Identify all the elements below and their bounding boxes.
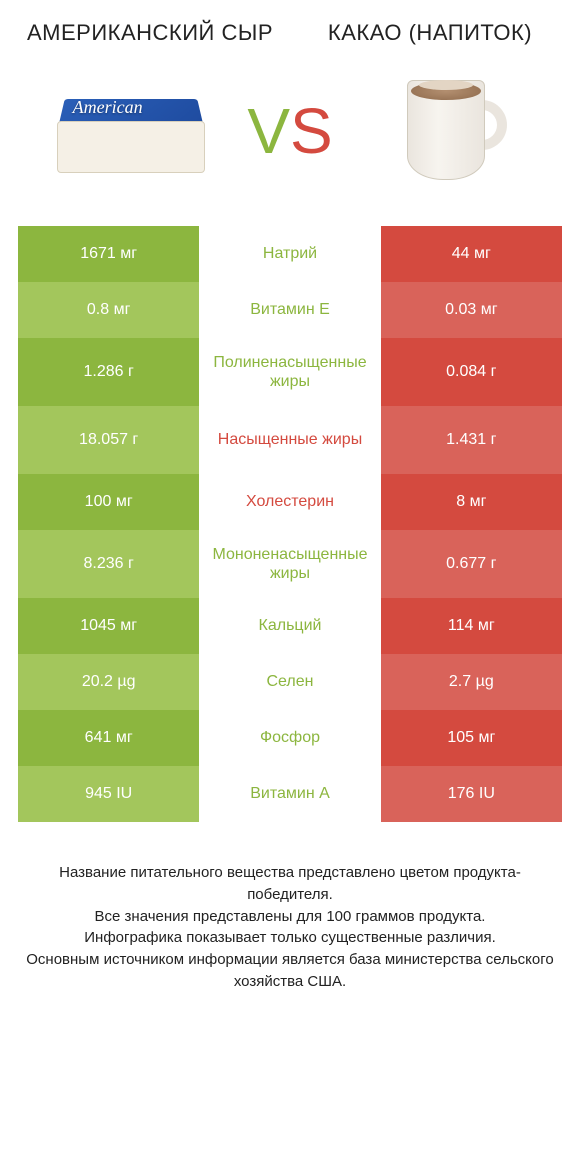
left-product-title: АМЕРИКАНСКИЙ СЫР <box>10 20 290 46</box>
table-row: 18.057 гНасыщенные жиры1.431 г <box>18 406 562 474</box>
left-value: 945 IU <box>18 766 199 822</box>
nutrient-label: Селен <box>199 654 380 710</box>
left-value: 641 мг <box>18 710 199 766</box>
vs-letter-s: S <box>290 95 333 167</box>
nutrient-label: Фосфор <box>199 710 380 766</box>
comparison-table: 1671 мгНатрий44 мг0.8 мгВитамин E0.03 мг… <box>0 226 580 822</box>
header-row: АМЕРИКАНСКИЙ СЫР КАКАО (НАПИТОК) <box>0 0 580 56</box>
table-row: 0.8 мгВитамин E0.03 мг <box>18 282 562 338</box>
right-value: 0.677 г <box>381 530 562 598</box>
right-value: 8 мг <box>381 474 562 530</box>
right-value: 2.7 µg <box>381 654 562 710</box>
left-value: 18.057 г <box>18 406 199 474</box>
right-product-title: КАКАО (НАПИТОК) <box>290 20 570 46</box>
left-value: 1671 мг <box>18 226 199 282</box>
cocoa-cup-icon <box>391 66 511 196</box>
vs-label: VS <box>247 99 332 163</box>
left-value: 8.236 г <box>18 530 199 598</box>
right-value: 1.431 г <box>381 406 562 474</box>
right-value: 114 мг <box>381 598 562 654</box>
nutrient-label: Натрий <box>199 226 380 282</box>
right-product-image <box>353 66 550 196</box>
images-row: American VS <box>0 56 580 226</box>
table-row: 1.286 гПолиненасыщенные жиры0.084 г <box>18 338 562 406</box>
left-value: 20.2 µg <box>18 654 199 710</box>
footer-line-2: Все значения представлены для 100 граммо… <box>22 906 558 928</box>
right-value: 0.084 г <box>381 338 562 406</box>
table-row: 20.2 µgСелен2.7 µg <box>18 654 562 710</box>
table-row: 641 мгФосфор105 мг <box>18 710 562 766</box>
table-row: 1671 мгНатрий44 мг <box>18 226 562 282</box>
nutrient-label: Мононенасыщенные жиры <box>199 530 380 598</box>
nutrient-label: Полиненасыщенные жиры <box>199 338 380 406</box>
footer-text: Название питательного вещества представл… <box>0 822 580 1023</box>
table-row: 1045 мгКальций114 мг <box>18 598 562 654</box>
vs-letter-v: V <box>247 95 290 167</box>
right-value: 105 мг <box>381 710 562 766</box>
nutrient-label: Витамин E <box>199 282 380 338</box>
left-product-image: American <box>30 81 227 181</box>
cheese-icon: American <box>49 81 209 181</box>
footer-line-3: Инфографика показывает только существенн… <box>22 927 558 949</box>
footer-line-1: Название питательного вещества представл… <box>22 862 558 906</box>
right-value: 0.03 мг <box>381 282 562 338</box>
table-row: 100 мгХолестерин8 мг <box>18 474 562 530</box>
right-value: 176 IU <box>381 766 562 822</box>
nutrient-label: Насыщенные жиры <box>199 406 380 474</box>
left-value: 100 мг <box>18 474 199 530</box>
left-value: 1045 мг <box>18 598 199 654</box>
right-value: 44 мг <box>381 226 562 282</box>
left-value: 0.8 мг <box>18 282 199 338</box>
footer-line-4: Основным источником информации является … <box>22 949 558 993</box>
nutrient-label: Витамин A <box>199 766 380 822</box>
left-value: 1.286 г <box>18 338 199 406</box>
nutrient-label: Холестерин <box>199 474 380 530</box>
nutrient-label: Кальций <box>199 598 380 654</box>
table-row: 945 IUВитамин A176 IU <box>18 766 562 822</box>
table-row: 8.236 гМононенасыщенные жиры0.677 г <box>18 530 562 598</box>
